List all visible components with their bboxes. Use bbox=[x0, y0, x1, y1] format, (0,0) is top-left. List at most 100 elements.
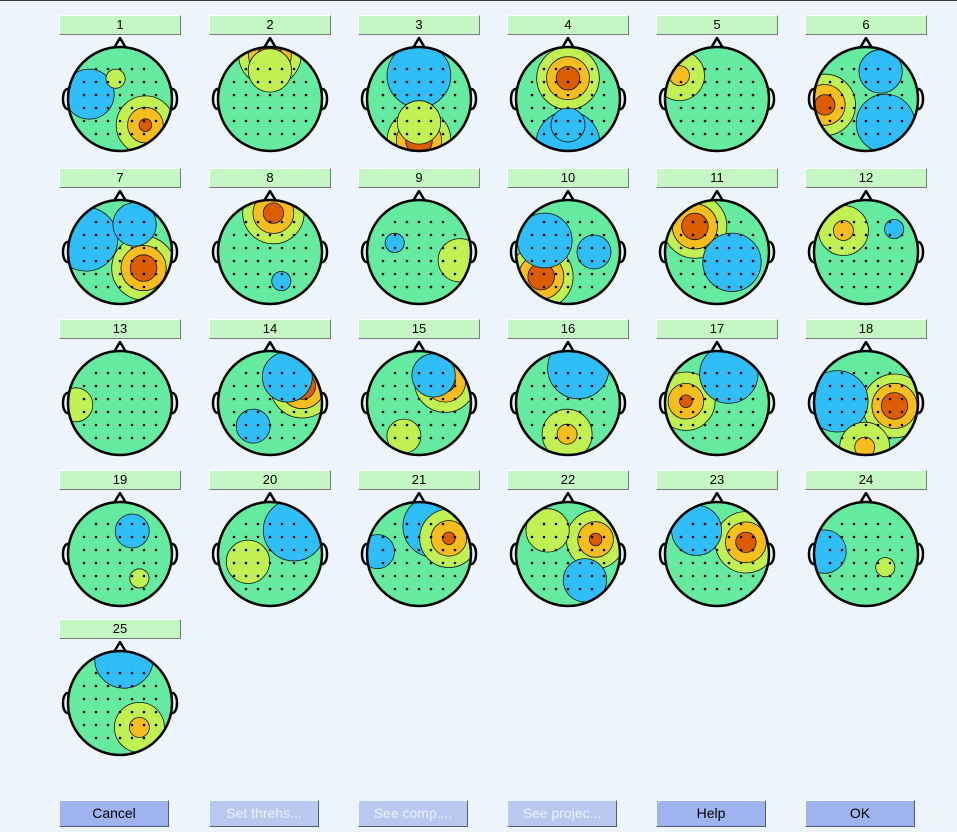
electrode-dot bbox=[739, 371, 743, 375]
electrode-dot bbox=[751, 384, 755, 388]
scalp-topography-map[interactable] bbox=[507, 190, 637, 312]
scalp-topography-map[interactable] bbox=[507, 37, 637, 159]
electrode-dot bbox=[727, 285, 731, 289]
scalp-topography-map[interactable] bbox=[507, 341, 637, 463]
component-8-button[interactable]: 8 bbox=[209, 168, 331, 188]
electrode-dot bbox=[118, 684, 122, 688]
electrode-dot bbox=[739, 436, 743, 440]
electrode-dot bbox=[304, 397, 308, 401]
scalp-topography-map[interactable] bbox=[805, 190, 935, 312]
electrode-dot bbox=[864, 574, 868, 578]
electrode-dot bbox=[441, 587, 445, 591]
help-button[interactable]: Help bbox=[656, 800, 766, 827]
component-25-button[interactable]: 25 bbox=[59, 619, 181, 639]
electrode-dot bbox=[130, 246, 134, 250]
component-20-button[interactable]: 20 bbox=[209, 470, 331, 490]
electrode-dot bbox=[304, 80, 308, 84]
electrode-dot bbox=[554, 93, 558, 97]
electrode-dot bbox=[840, 233, 844, 237]
electrode-dot bbox=[900, 119, 904, 123]
component-13-button[interactable]: 13 bbox=[59, 319, 181, 339]
cancel-button[interactable]: Cancel bbox=[59, 800, 169, 827]
scalp-topography-map[interactable] bbox=[59, 492, 189, 614]
component-10-button[interactable]: 10 bbox=[507, 168, 629, 188]
component-cell: 3 bbox=[358, 15, 488, 165]
scalp-topography-map[interactable] bbox=[656, 190, 786, 312]
see-components-button[interactable]: See comp.... bbox=[358, 800, 468, 827]
electrode-dot bbox=[727, 423, 731, 427]
scalp-topography-map[interactable] bbox=[209, 190, 339, 312]
scalp-topography-map[interactable] bbox=[805, 492, 935, 614]
electrode-dot bbox=[82, 119, 86, 123]
electrode-dot bbox=[578, 423, 582, 427]
component-18-button[interactable]: 18 bbox=[805, 319, 927, 339]
component-4-button[interactable]: 4 bbox=[507, 15, 629, 35]
scalp-topography-map[interactable] bbox=[805, 341, 935, 463]
component-23-button[interactable]: 23 bbox=[656, 470, 778, 490]
component-5-button[interactable]: 5 bbox=[656, 15, 778, 35]
scalp-topography-map[interactable] bbox=[59, 190, 189, 312]
component-19-button[interactable]: 19 bbox=[59, 470, 181, 490]
component-14-button[interactable]: 14 bbox=[209, 319, 331, 339]
electrode-dot bbox=[566, 574, 570, 578]
electrode-dot bbox=[840, 246, 844, 250]
component-12-button[interactable]: 12 bbox=[805, 168, 927, 188]
ok-button[interactable]: OK bbox=[805, 800, 915, 827]
electrode-dot bbox=[554, 397, 558, 401]
component-16-button[interactable]: 16 bbox=[507, 319, 629, 339]
component-9-button[interactable]: 9 bbox=[358, 168, 480, 188]
topo-background bbox=[814, 200, 918, 304]
scalp-topography-map[interactable] bbox=[656, 492, 786, 614]
scalp-topography-map[interactable] bbox=[656, 37, 786, 159]
electrode-dot bbox=[542, 80, 546, 84]
component-6-button[interactable]: 6 bbox=[805, 15, 927, 35]
electrode-dot bbox=[703, 80, 707, 84]
scalp-topography-map[interactable] bbox=[358, 190, 488, 312]
electrode-dot bbox=[852, 384, 856, 388]
scalp-topography-map[interactable] bbox=[59, 341, 189, 463]
electrode-dot bbox=[530, 106, 534, 110]
scalp-topography-map[interactable] bbox=[209, 492, 339, 614]
electrode-dot bbox=[417, 561, 421, 565]
component-11-button[interactable]: 11 bbox=[656, 168, 778, 188]
scalp-topography-map[interactable] bbox=[656, 341, 786, 463]
component-21-button[interactable]: 21 bbox=[358, 470, 480, 490]
electrode-dot bbox=[679, 535, 683, 539]
scalp-topography-map[interactable] bbox=[209, 341, 339, 463]
electrode-dot bbox=[256, 371, 260, 375]
scalp-topography-map[interactable] bbox=[358, 37, 488, 159]
electrode-dot bbox=[106, 67, 110, 71]
component-1-button[interactable]: 1 bbox=[59, 15, 181, 35]
electrode-dot bbox=[739, 522, 743, 526]
component-2-button[interactable]: 2 bbox=[209, 15, 331, 35]
electrode-dot bbox=[566, 384, 570, 388]
scalp-topography-map[interactable] bbox=[358, 341, 488, 463]
electrode-dot bbox=[751, 574, 755, 578]
electrode-dot bbox=[542, 259, 546, 263]
electrode-dot bbox=[429, 246, 433, 250]
component-24-button[interactable]: 24 bbox=[805, 470, 927, 490]
scalp-topography-map[interactable] bbox=[59, 37, 189, 159]
electrode-dot bbox=[602, 106, 606, 110]
component-15-button[interactable]: 15 bbox=[358, 319, 480, 339]
electrode-dot bbox=[715, 384, 719, 388]
electrode-dot bbox=[453, 119, 457, 123]
electrode-dot bbox=[727, 272, 731, 276]
scalp-topography-map[interactable] bbox=[59, 641, 189, 763]
electrode-dot bbox=[679, 119, 683, 123]
see-projection-button[interactable]: See projec... bbox=[507, 800, 617, 827]
scalp-topography-map[interactable] bbox=[805, 37, 935, 159]
electrode-dot bbox=[94, 410, 98, 414]
scalp-topography-map[interactable] bbox=[209, 37, 339, 159]
electrode-dot bbox=[888, 535, 892, 539]
component-22-button[interactable]: 22 bbox=[507, 470, 629, 490]
electrode-dot bbox=[727, 587, 731, 591]
scalp-topography-map[interactable] bbox=[358, 492, 488, 614]
set-threshold-button[interactable]: Set threhs... bbox=[209, 800, 319, 827]
component-17-button[interactable]: 17 bbox=[656, 319, 778, 339]
component-7-button[interactable]: 7 bbox=[59, 168, 181, 188]
electrode-dot bbox=[566, 233, 570, 237]
component-3-button[interactable]: 3 bbox=[358, 15, 480, 35]
electrode-dot bbox=[405, 561, 409, 565]
scalp-topography-map[interactable] bbox=[507, 492, 637, 614]
